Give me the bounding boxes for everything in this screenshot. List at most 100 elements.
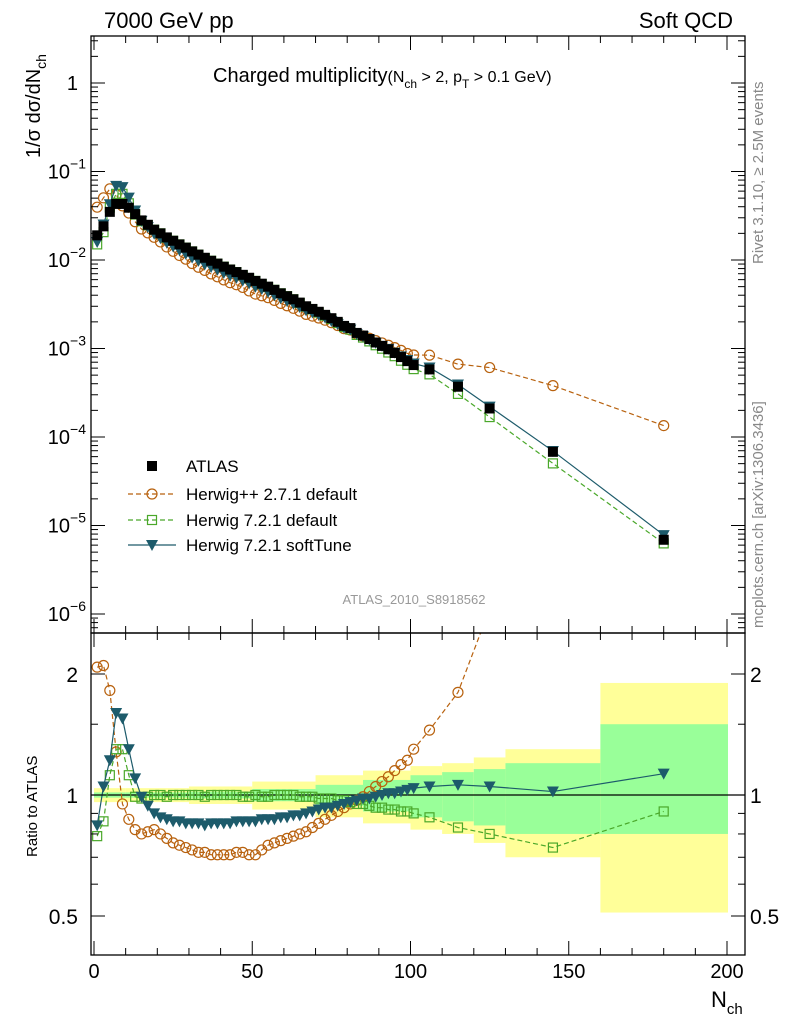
ratio-ytick-label: 2 — [66, 664, 78, 687]
xtick-label: 50 — [241, 961, 263, 983]
ratio-point-herwig-7-2-1-default — [237, 791, 248, 802]
main-point-atlas — [104, 206, 115, 217]
ratio-point-herwig-2-7-1-default — [401, 754, 413, 766]
main-series-layer — [91, 180, 670, 549]
ratio-point-herwig-7-2-1-default — [370, 802, 381, 813]
ratio-point-herwig-2-7-1-default — [230, 846, 243, 858]
ratio-point-herwig-2-7-1-default — [167, 837, 179, 849]
main-point-herwig-7-2-1-default — [547, 458, 559, 469]
ratio-point-herwig-7-2-1-default — [658, 806, 669, 817]
main-point-atlas — [332, 316, 343, 327]
ratio-point-herwig-7-2-1-default — [161, 791, 172, 802]
plot-title: Charged multiplicity(Nch > 2, pT > 0.1 G… — [213, 65, 552, 91]
main-point-herwig-7-2-1-softtune — [116, 182, 129, 194]
ytick-label: 10−2 — [48, 244, 86, 272]
ratio-point-herwig-7-2-1-default — [206, 789, 217, 801]
main-point-atlas — [658, 534, 669, 545]
ratio-point-herwig-2-7-1-default — [91, 661, 103, 673]
ratio-point-herwig-2-7-1-default — [287, 830, 299, 842]
ratio-point-herwig-7-2-1-default — [376, 802, 388, 813]
ratio-point-herwig-2-7-1-default — [275, 835, 287, 847]
main-point-atlas — [408, 360, 419, 371]
ratio-point-herwig-2-7-1-default — [186, 844, 198, 856]
xtick-label: 150 — [552, 961, 585, 983]
ratio-frame — [90, 632, 746, 956]
main-point-atlas — [288, 294, 299, 305]
ratio-point-herwig-7-2-1-softtune — [483, 781, 496, 793]
main-plot-area — [91, 36, 745, 633]
legend: ATLAS Herwig++ 2.7.1 default Herwig 7.2.1 … — [128, 457, 357, 555]
ratio-point-herwig-7-2-1-default — [250, 789, 261, 801]
main-point-atlas — [225, 264, 236, 275]
main-ylabel: 1/σ dσ/dNch — [23, 54, 49, 158]
ratio-point-herwig-2-7-1-default — [294, 828, 306, 840]
title-main: Charged multiplicity — [213, 65, 388, 87]
main-point-herwig-2-7-1-default — [547, 380, 559, 392]
ratio-point-herwig-2-7-1-default — [224, 849, 236, 861]
ratio-point-herwig-7-2-1-default — [92, 831, 103, 842]
ratio-point-herwig-7-2-1-softtune — [97, 781, 110, 793]
ratio-point-herwig-2-7-1-default — [452, 686, 464, 698]
ratio-point-herwig-7-2-1-default — [180, 789, 191, 801]
main-point-atlas — [155, 228, 166, 239]
ratio-point-herwig-7-2-1-default — [199, 791, 210, 802]
ratio-point-herwig-2-7-1-default — [135, 828, 148, 840]
main-point-atlas — [389, 347, 400, 358]
legend-label: Herwig++ 2.7.1 default — [186, 485, 357, 504]
ratio-point-herwig-7-2-1-softtune — [129, 773, 142, 785]
ratio-point-herwig-2-7-1-default — [237, 846, 249, 858]
main-point-atlas — [294, 297, 305, 308]
main-point-herwig-2-7-1-default — [97, 192, 110, 204]
ytick-label: 10−5 — [48, 510, 86, 538]
ratio-point-herwig-7-2-1-softtune — [423, 781, 436, 793]
xtick-label: 200 — [710, 961, 743, 983]
ratio-point-herwig-7-2-1-default — [168, 789, 179, 801]
main-point-atlas — [547, 446, 558, 457]
ratio-point-herwig-7-2-1-default — [294, 791, 305, 802]
ratio-point-herwig-7-2-1-softtune — [148, 808, 161, 820]
xtick-label: 100 — [394, 961, 427, 983]
ytick-label: 10−3 — [48, 333, 86, 361]
main-point-atlas — [307, 303, 318, 314]
ratio-series-layer — [91, 633, 670, 861]
main-point-atlas — [383, 344, 394, 355]
plot-frames — [90, 35, 746, 956]
ratio-ytick-label-right: 2 — [750, 664, 762, 687]
legend-label: Herwig 7.2.1 default — [186, 511, 337, 530]
ratio-line-herwig-2-7-1-default — [97, 633, 482, 856]
main-point-atlas — [351, 327, 362, 338]
ratio-point-herwig-7-2-1-default — [288, 789, 299, 801]
ratio-point-herwig-7-2-1-default — [262, 791, 274, 802]
ratio-point-herwig-7-2-1-softtune — [103, 755, 116, 767]
ratio-point-herwig-7-2-1-softtune — [451, 779, 464, 791]
main-point-atlas — [269, 284, 280, 295]
ratio-point-herwig-2-7-1-default — [199, 846, 211, 858]
main-point-atlas — [275, 288, 286, 299]
ratio-point-herwig-2-7-1-default — [389, 765, 401, 777]
ratio-point-herwig-7-2-1-default — [395, 806, 407, 817]
ratio-point-herwig-2-7-1-default — [173, 839, 186, 851]
main-point-atlas — [250, 275, 261, 286]
main-point-atlas — [218, 261, 229, 272]
ratio-point-herwig-2-7-1-default — [205, 849, 217, 861]
main-point-atlas — [92, 230, 103, 241]
main-point-atlas — [320, 309, 331, 320]
ratio-point-herwig-2-7-1-default — [382, 771, 394, 783]
ytick-label: 10−6 — [48, 598, 86, 626]
main-point-atlas — [339, 320, 350, 331]
main-point-atlas — [370, 337, 381, 348]
ratio-point-herwig-2-7-1-default — [243, 849, 255, 861]
main-point-atlas — [206, 255, 217, 266]
legend-marker — [146, 488, 158, 500]
main-point-atlas — [180, 242, 191, 253]
ratio-point-herwig-2-7-1-default — [192, 846, 205, 858]
main-point-atlas — [187, 246, 198, 257]
legend-marker — [146, 514, 158, 526]
main-point-atlas — [149, 224, 160, 235]
ratio-point-herwig-2-7-1-default — [262, 839, 274, 851]
ratio-point-herwig-2-7-1-default — [211, 849, 224, 861]
main-point-herwig-7-2-1-softtune — [122, 192, 135, 204]
legend-item-herwig-2-7-1-default: Herwig++ 2.7.1 default — [128, 485, 357, 504]
ytick-label: 10−1 — [48, 156, 86, 184]
